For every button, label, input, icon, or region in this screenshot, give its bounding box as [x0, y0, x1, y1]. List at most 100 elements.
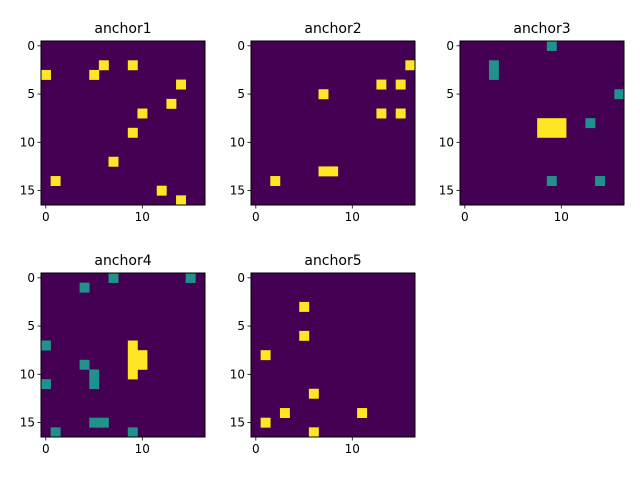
y-tick-label: 15	[20, 184, 35, 198]
y-tick-label: 5	[237, 319, 245, 333]
x-tick-label: 0	[42, 210, 50, 224]
y-tick-label: 15	[439, 184, 454, 198]
y-tick-label: 5	[446, 87, 454, 101]
heatmap-cell-high	[176, 79, 187, 90]
y-tick-label: 10	[439, 135, 454, 149]
x-tick-label: 0	[42, 442, 50, 456]
heatmap-cell-high	[127, 359, 138, 370]
heatmap-cell-high	[41, 69, 51, 80]
heatmap-cell-high	[260, 350, 271, 361]
heatmap-cell-high	[127, 369, 138, 380]
heatmap-cell-mid	[127, 427, 138, 438]
y-tick-label: 0	[27, 271, 35, 285]
heatmap-background	[41, 41, 205, 205]
panel-title: anchor5	[304, 253, 361, 269]
y-tick-label: 15	[20, 416, 35, 430]
panel-title: anchor3	[513, 21, 570, 37]
heatmap-background	[251, 273, 415, 437]
heatmap-cell-high	[108, 156, 119, 167]
heatmap-cell-mid	[185, 273, 196, 283]
heatmap-cell-high	[260, 417, 271, 428]
heatmap-cell-mid	[488, 60, 499, 71]
y-tick-label: 5	[27, 319, 35, 333]
x-tick-label: 0	[252, 442, 260, 456]
axes-frame	[250, 40, 416, 206]
panel-title: anchor1	[94, 21, 151, 37]
heatmap-cell-mid	[89, 379, 100, 390]
heatmap-cell-mid	[79, 282, 90, 293]
x-tick-label: 10	[554, 210, 569, 224]
heatmap-cell-high	[308, 427, 319, 438]
heatmap-cell-mid	[614, 89, 625, 100]
heatmap-cell-high	[328, 166, 339, 177]
heatmap-cell-high	[137, 350, 148, 361]
heatmap-cell-mid	[595, 176, 606, 187]
panel-anchor1: anchor1 0 10 0 5 10 15	[20, 21, 206, 224]
heatmap-cell-high	[357, 408, 368, 419]
heatmap-cell-mid	[488, 69, 499, 80]
heatmap-cell-high	[546, 118, 557, 129]
heatmap-cell-high	[166, 98, 177, 109]
axes-frame	[40, 272, 206, 438]
heatmap-cell-high	[50, 176, 61, 187]
x-tick-label: 0	[461, 210, 469, 224]
heatmap-cell-high	[127, 127, 138, 138]
heatmap-cell-mid	[79, 359, 90, 370]
panel-title: anchor4	[94, 253, 151, 269]
heatmap-cell-high	[537, 127, 548, 138]
panel-anchor3: anchor3 0 10 0 5 10 15	[439, 21, 625, 224]
heatmap-cell-high	[556, 118, 567, 129]
y-tick-label: 0	[27, 39, 35, 53]
heatmap-cell-mid	[546, 176, 557, 187]
x-tick-label: 10	[135, 442, 150, 456]
y-tick-label: 10	[20, 367, 35, 381]
heatmap-cell-high	[299, 330, 310, 341]
heatmap-cell-mid	[98, 417, 109, 428]
y-tick-label: 0	[446, 39, 454, 53]
heatmap-cell-high	[308, 388, 319, 399]
panel-anchor2: anchor2 0 10 0 5 10 15	[230, 21, 416, 224]
heatmap-cell-high	[318, 89, 329, 100]
heatmap-cell-high	[405, 60, 416, 71]
heatmap-cell-mid	[41, 379, 51, 390]
axes-frame	[40, 40, 206, 206]
x-tick-label: 10	[345, 442, 360, 456]
y-tick-label: 10	[230, 135, 245, 149]
x-tick-label: 0	[252, 210, 260, 224]
x-tick-label: 10	[345, 210, 360, 224]
heatmap-cell-high	[89, 69, 100, 80]
heatmap-cell-high	[137, 108, 148, 119]
heatmap-cell-mid	[585, 118, 596, 129]
heatmap-cell-high	[127, 340, 138, 351]
heatmap-cell-high	[176, 195, 187, 206]
y-tick-label: 0	[237, 271, 245, 285]
axes-frame	[250, 272, 416, 438]
heatmap-cell-high	[395, 79, 406, 90]
heatmap-cell-mid	[89, 417, 100, 428]
panel-anchor4: anchor4 0 10 0 5 10 15	[20, 253, 206, 456]
y-tick-label: 15	[230, 184, 245, 198]
heatmap-cell-high	[395, 108, 406, 119]
heatmap-cell-high	[376, 79, 387, 90]
heatmap-cell-mid	[89, 369, 100, 380]
heatmap-cell-high	[299, 301, 310, 312]
heatmap-cell-mid	[546, 41, 557, 51]
heatmap-cell-high	[376, 108, 387, 119]
heatmap-cell-mid	[41, 340, 51, 351]
heatmap-cell-high	[270, 176, 281, 187]
y-tick-label: 5	[237, 87, 245, 101]
y-tick-label: 10	[20, 135, 35, 149]
axes-frame	[459, 40, 625, 206]
x-tick-label: 10	[135, 210, 150, 224]
heatmap-cell-high	[98, 60, 109, 71]
y-tick-label: 0	[237, 39, 245, 53]
panel-title: anchor2	[304, 21, 361, 37]
heatmap-cell-high	[537, 118, 548, 129]
heatmap-cell-high	[556, 127, 567, 138]
heatmap-cell-high	[279, 408, 290, 419]
heatmap-cell-high	[127, 60, 138, 71]
y-tick-label: 5	[27, 87, 35, 101]
heatmap-cell-high	[546, 127, 557, 138]
heatmap-cell-high	[137, 359, 148, 370]
